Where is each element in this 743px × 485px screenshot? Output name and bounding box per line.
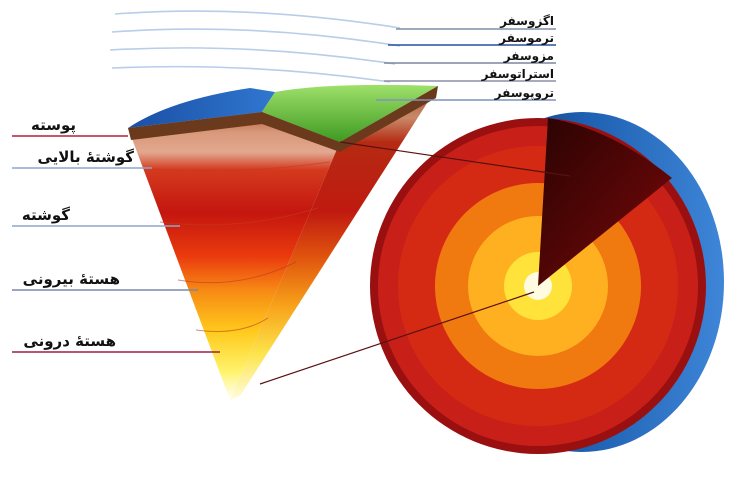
cone-top-ocean — [128, 88, 275, 128]
sphere-wedge — [538, 118, 672, 286]
label-upper-mantle: گوشتۀ بالایی — [37, 148, 134, 166]
label-crust: پوسته — [30, 116, 76, 134]
label-thermosphere: ترموسفر — [499, 31, 554, 45]
label-stratosphere: استراتوسفر — [481, 67, 554, 81]
cone-top-land — [262, 84, 438, 142]
atmosphere-arcs — [109, 10, 401, 83]
cone-face — [128, 112, 340, 400]
label-mesosphere: مزوسفر — [503, 49, 554, 63]
cone-side — [230, 86, 438, 400]
label-inner-core: هستۀ درونی — [23, 332, 116, 350]
leader-lines — [12, 28, 571, 385]
label-troposphere: تروپوسفر — [494, 86, 554, 100]
label-outer-core: هستۀ بیرونی — [22, 270, 120, 288]
cone-crust-band — [128, 86, 438, 152]
label-mantle: گوشته — [21, 206, 70, 224]
label-exosphere: اگزوسفر — [500, 14, 554, 28]
